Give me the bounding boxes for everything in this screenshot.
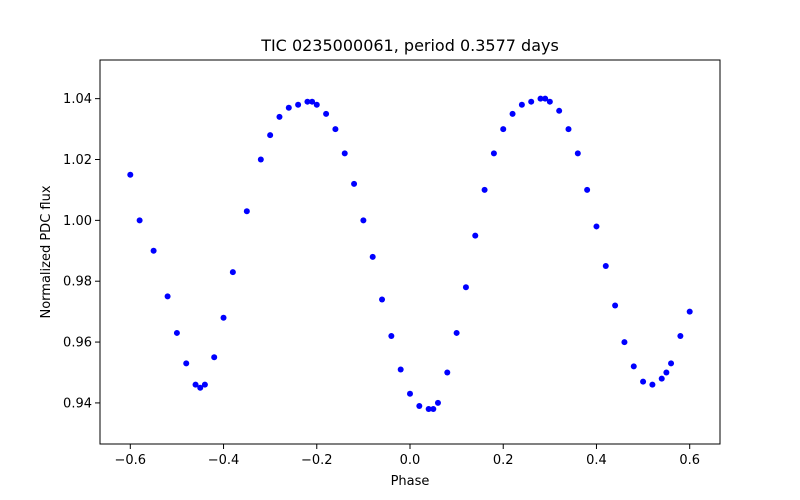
y-tick-label: 0.98 bbox=[63, 275, 92, 290]
data-point bbox=[257, 156, 264, 163]
y-tick-label: 0.94 bbox=[63, 396, 92, 411]
x-tick-label: 0.6 bbox=[679, 453, 700, 468]
data-point bbox=[229, 269, 236, 276]
data-point bbox=[462, 284, 469, 291]
data-point bbox=[453, 329, 460, 336]
x-tick-label: −0.6 bbox=[115, 453, 147, 468]
data-point bbox=[528, 98, 535, 105]
data-point bbox=[663, 369, 670, 376]
data-point bbox=[136, 217, 143, 224]
data-point bbox=[425, 406, 432, 413]
data-point bbox=[649, 381, 656, 388]
y-axis-ticks: 0.94 0.96 0.98 1.00 1.02 1.04 bbox=[63, 92, 100, 411]
data-point bbox=[574, 150, 581, 157]
x-tick-label: 0.2 bbox=[493, 453, 514, 468]
chart-title: TIC 0235000061, period 0.3577 days bbox=[260, 36, 559, 55]
y-tick-label: 1.04 bbox=[63, 92, 92, 107]
data-point bbox=[407, 390, 413, 397]
data-point bbox=[150, 247, 157, 254]
data-point bbox=[183, 360, 190, 367]
data-point bbox=[388, 332, 395, 339]
data-point bbox=[509, 110, 516, 117]
data-point bbox=[518, 101, 525, 108]
data-point bbox=[304, 98, 311, 105]
data-point bbox=[658, 375, 665, 382]
data-point bbox=[556, 107, 563, 114]
data-point bbox=[490, 150, 497, 157]
data-point bbox=[211, 354, 218, 361]
data-point bbox=[542, 95, 549, 102]
data-point bbox=[360, 217, 367, 224]
data-point bbox=[192, 381, 199, 388]
data-point bbox=[197, 384, 204, 391]
data-point bbox=[416, 402, 423, 409]
x-axis-label: Phase bbox=[391, 474, 430, 489]
data-point bbox=[351, 180, 358, 187]
data-point bbox=[621, 339, 628, 346]
data-point bbox=[341, 150, 348, 157]
data-point bbox=[472, 232, 479, 239]
data-point bbox=[285, 104, 292, 111]
data-point bbox=[481, 186, 488, 193]
data-point bbox=[565, 126, 572, 133]
data-point bbox=[201, 381, 208, 388]
data-point bbox=[295, 101, 302, 108]
data-point bbox=[434, 399, 441, 406]
data-point bbox=[430, 406, 437, 413]
x-tick-label: −0.2 bbox=[301, 453, 333, 468]
data-point bbox=[630, 363, 637, 370]
x-tick-label: 0.0 bbox=[400, 453, 421, 468]
data-point bbox=[379, 296, 386, 303]
data-point bbox=[369, 253, 376, 260]
data-point bbox=[173, 329, 180, 336]
data-point bbox=[323, 110, 330, 117]
data-point bbox=[593, 223, 600, 230]
y-tick-label: 0.96 bbox=[63, 336, 92, 351]
data-point bbox=[313, 101, 320, 108]
data-point bbox=[640, 378, 647, 385]
data-point bbox=[267, 132, 274, 139]
data-point bbox=[546, 98, 553, 105]
y-tick-label: 1.00 bbox=[63, 214, 92, 229]
data-point bbox=[612, 302, 619, 309]
data-point bbox=[243, 208, 250, 215]
data-point bbox=[397, 366, 404, 373]
data-point bbox=[537, 95, 544, 102]
x-tick-label: −0.4 bbox=[208, 453, 240, 468]
data-point bbox=[602, 263, 609, 269]
data-point bbox=[500, 126, 507, 133]
data-point bbox=[220, 314, 227, 321]
data-points bbox=[127, 95, 693, 413]
y-tick-label: 1.02 bbox=[63, 153, 92, 168]
data-point bbox=[584, 186, 591, 193]
data-point bbox=[309, 98, 316, 105]
data-point bbox=[686, 308, 693, 315]
x-axis-ticks: −0.6 −0.4 −0.2 0.0 0.2 0.4 0.6 bbox=[115, 444, 700, 468]
data-point bbox=[444, 369, 451, 376]
data-point bbox=[127, 171, 134, 178]
data-point bbox=[276, 113, 283, 120]
data-point bbox=[332, 126, 339, 133]
x-tick-label: 0.4 bbox=[586, 453, 607, 468]
data-point bbox=[668, 360, 675, 367]
y-axis-label: Normalized PDC flux bbox=[39, 185, 54, 318]
data-point bbox=[677, 332, 684, 339]
data-point bbox=[164, 293, 171, 300]
